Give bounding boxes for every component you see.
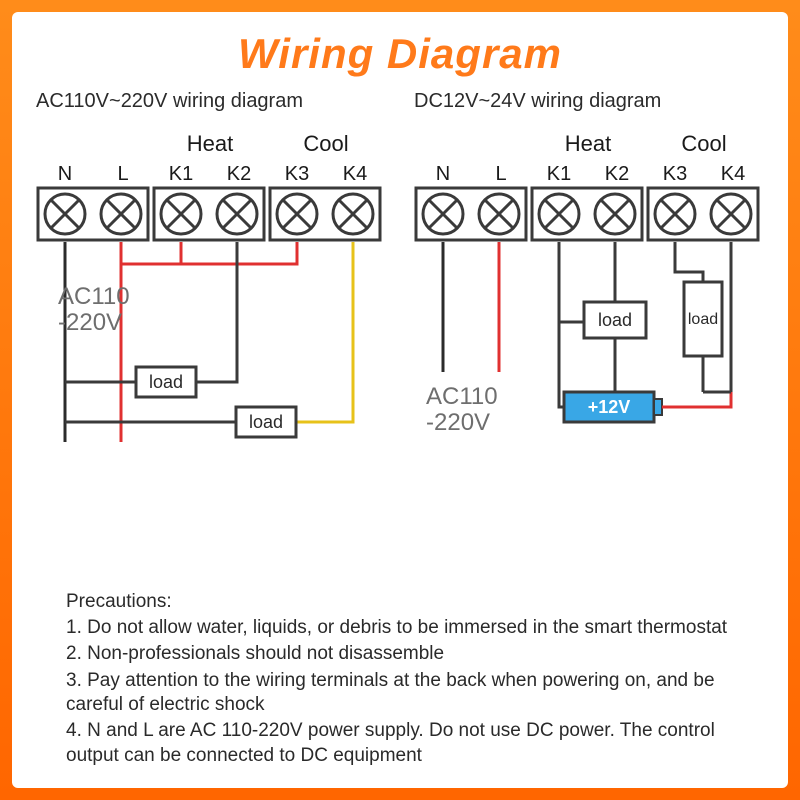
main-title: Wiring Diagram	[12, 12, 788, 78]
right-cool-label: Cool	[646, 131, 762, 157]
right-power-2: -220V	[426, 409, 490, 436]
pin-k2-r: K2	[588, 163, 646, 186]
right-subtitle: DC12V~24V wiring diagram	[414, 90, 764, 113]
left-load2: load	[249, 412, 283, 432]
left-load1: load	[149, 372, 183, 392]
precaution-2: 2. Non-professionals should not disassem…	[66, 642, 750, 666]
precautions-heading: Precautions:	[66, 590, 750, 614]
right-load2: load	[688, 311, 718, 328]
left-cool-label: Cool	[268, 131, 384, 157]
left-pin-labels: N L K1 K2 K3 K4	[36, 163, 386, 186]
left-wires: load load AC110 -220V	[36, 242, 386, 462]
pin-l-r: L	[472, 163, 530, 186]
left-diagram: AC110V~220V wiring diagram Heat Cool N L…	[36, 90, 386, 462]
pin-k3: K3	[268, 163, 326, 186]
pin-k4: K4	[326, 163, 384, 186]
right-wires: load load +12V	[414, 242, 764, 462]
right-load1: load	[598, 310, 632, 330]
precaution-3: 3. Pay attention to the wiring terminals…	[66, 669, 750, 718]
pin-k1: K1	[152, 163, 210, 186]
right-header-labels: Heat Cool	[414, 131, 764, 157]
left-heat-label: Heat	[152, 131, 268, 157]
precautions: Precautions: 1. Do not allow water, liqu…	[66, 590, 750, 770]
precaution-1: 1. Do not allow water, liquids, or debri…	[66, 616, 750, 640]
left-power-1: AC110	[58, 283, 130, 310]
left-terminals	[36, 186, 386, 242]
pin-k3-r: K3	[646, 163, 704, 186]
left-subtitle: AC110V~220V wiring diagram	[36, 90, 386, 113]
right-diagram: DC12V~24V wiring diagram Heat Cool N L K…	[414, 90, 764, 462]
pin-n-r: N	[414, 163, 472, 186]
pin-k1-r: K1	[530, 163, 588, 186]
pin-k4-r: K4	[704, 163, 762, 186]
panel: Wiring Diagram AC110V~220V wiring diagra…	[12, 12, 788, 788]
precaution-4: 4. N and L are AC 110-220V power supply.…	[66, 719, 750, 768]
left-header-labels: Heat Cool	[36, 131, 386, 157]
pin-k2: K2	[210, 163, 268, 186]
right-power-1: AC110	[426, 383, 498, 410]
battery-label: +12V	[588, 397, 631, 417]
right-terminals	[414, 186, 764, 242]
right-heat-label: Heat	[530, 131, 646, 157]
right-pin-labels: N L K1 K2 K3 K4	[414, 163, 764, 186]
diagrams-row: AC110V~220V wiring diagram Heat Cool N L…	[12, 78, 788, 462]
pin-l: L	[94, 163, 152, 186]
pin-n: N	[36, 163, 94, 186]
left-power-2: -220V	[58, 309, 122, 336]
